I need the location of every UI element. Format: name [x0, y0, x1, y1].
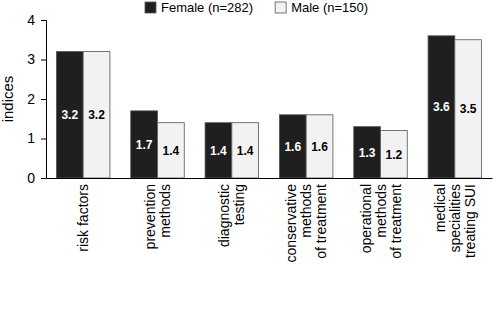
tick-label: risk factors — [75, 184, 91, 252]
tick: 2 — [27, 91, 46, 107]
tick-mark — [41, 99, 46, 100]
legend-label: Male (n=150) — [291, 0, 368, 15]
chart: 3.2 1.7 1.4 1.6 1.3 3.6 3.2 1.4 1.4 1.6 1.2 3.5 0 1 2 3… — [0, 0, 500, 315]
tick: 4 — [27, 12, 46, 28]
tick-label: 4 — [27, 12, 35, 28]
bar — [306, 115, 333, 178]
tick-label-line: methods — [298, 184, 314, 238]
tick: 0 — [27, 170, 46, 186]
bar — [232, 123, 259, 178]
data-label: 3.6 — [433, 100, 450, 114]
data-label: 1.4 — [163, 144, 180, 158]
tick-mark — [41, 139, 46, 140]
legend-label: Female (n=282) — [161, 0, 253, 15]
legend-item: Male (n=150) — [275, 0, 368, 15]
data-label: 1.7 — [136, 138, 153, 152]
tick-label-line: medical — [432, 184, 448, 232]
tick-label: medicalspecialitiestreating SUI — [432, 184, 478, 258]
data-label: 1.6 — [311, 140, 328, 154]
bar — [205, 123, 232, 178]
tick: risk factors — [75, 184, 91, 252]
plot: 3.2 1.7 1.4 1.6 1.3 3.6 3.2 1.4 1.4 1.6 1.2 3.5 0 1 2 3… — [27, 12, 492, 263]
tick-label-line: methods — [373, 184, 389, 238]
tick-label-line: treating SUI — [462, 184, 478, 258]
legend: Female (n=282) Male (n=150) — [145, 0, 368, 15]
tick: preventionmethods — [142, 184, 173, 249]
data-label: 1.6 — [284, 140, 301, 154]
legend-item: Female (n=282) — [145, 0, 253, 15]
tick-label-line: specialities — [447, 184, 463, 252]
tick: operationalmethodsof treatment — [358, 184, 404, 259]
tick-label: 1 — [27, 130, 35, 146]
tick: 3 — [27, 51, 46, 67]
tick-mark — [41, 178, 46, 179]
y-axis-title: indices — [0, 76, 16, 123]
tick-mark — [41, 60, 46, 61]
bar — [381, 131, 408, 178]
axis-line — [41, 21, 47, 179]
legend-swatch — [145, 2, 156, 13]
tick-label-line: of treatment — [313, 184, 329, 259]
tick-label: diagnostictesting — [216, 184, 247, 247]
data-label: 1.2 — [386, 148, 403, 162]
data-label: 3.2 — [61, 108, 78, 122]
tick: medicalspecialitiestreating SUI — [432, 184, 478, 258]
tick: conservativemethodsof treatment — [283, 184, 329, 263]
bar — [158, 123, 185, 178]
tick-label: 0 — [27, 170, 35, 186]
tick-label-line: operational — [358, 184, 374, 253]
data-label: 3.5 — [460, 102, 477, 116]
bar — [354, 127, 381, 178]
tick-label: preventionmethods — [142, 184, 173, 249]
bar — [56, 52, 83, 178]
bar — [428, 36, 455, 178]
data-labels: 3.2 1.7 1.4 1.6 1.3 3.6 3.2 1.4 1.4 1.6 1.2 3.5 — [61, 100, 476, 161]
tick-label: 3 — [27, 51, 35, 67]
tick-label-line: prevention — [142, 184, 158, 249]
legend-swatch — [275, 2, 286, 13]
bar — [83, 52, 110, 178]
tick-label-line: methods — [157, 184, 173, 238]
tick-label: 2 — [27, 91, 35, 107]
tick-label: conservativemethodsof treatment — [283, 184, 329, 263]
bar — [455, 40, 482, 178]
tick-label-line: diagnostic — [216, 184, 232, 247]
tick-label-line: risk factors — [75, 184, 91, 252]
tick: 1 — [27, 130, 46, 146]
tick-label-line: testing — [231, 184, 247, 225]
data-label: 1.3 — [359, 146, 376, 160]
data-label: 1.4 — [237, 144, 254, 158]
y-axis: 0 1 2 3 4 — [27, 12, 46, 186]
tick-label-line: of treatment — [388, 184, 404, 259]
tick-label-line: conservative — [283, 184, 299, 263]
bars — [56, 36, 481, 178]
data-label: 1.4 — [210, 144, 227, 158]
x-axis: risk factorspreventionmethodsdiagnostict… — [47, 179, 493, 263]
bar — [131, 111, 158, 178]
data-label: 3.2 — [88, 108, 105, 122]
bar — [279, 115, 306, 178]
tick: diagnostictesting — [216, 184, 247, 247]
tick-label: operationalmethodsof treatment — [358, 184, 404, 259]
axis-line — [47, 178, 493, 179]
tick-mark — [41, 20, 46, 21]
